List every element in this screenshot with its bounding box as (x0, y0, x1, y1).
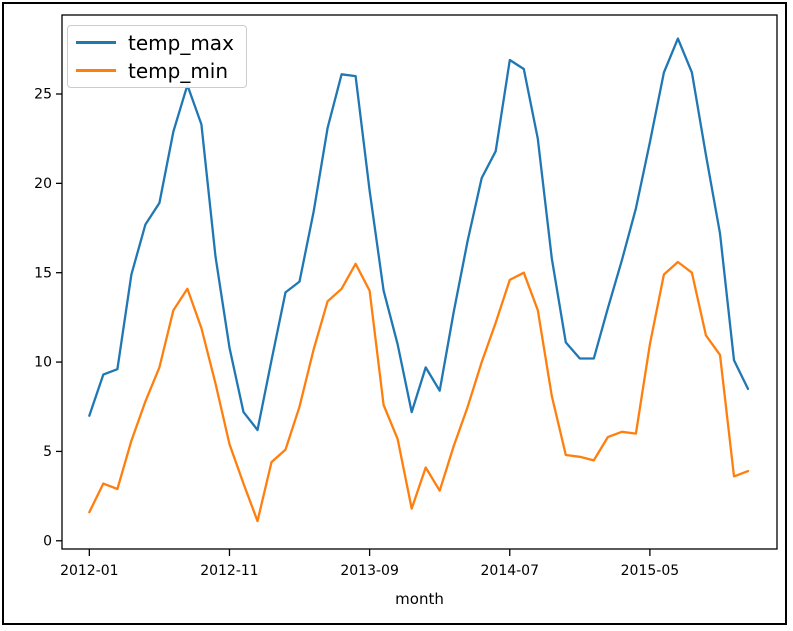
temp-min-legend-line (76, 69, 116, 72)
y-tick-label: 10 (34, 355, 52, 371)
y-tick-label: 0 (43, 533, 52, 549)
x-tick-label: 2013-09 (340, 563, 399, 579)
legend: temp_max temp_min (67, 25, 247, 88)
y-tick-label: 20 (34, 176, 52, 192)
y-tick-label: 5 (43, 444, 52, 460)
x-tick-label: 2015-05 (621, 563, 680, 579)
temp-min-legend-label: temp_min (128, 58, 229, 83)
legend-row-temp-min: temp_min (76, 58, 238, 83)
temp-min-line (88, 260, 750, 523)
axes-frame (61, 14, 778, 550)
x-tick-label: 2012-01 (60, 563, 119, 579)
y-tick-label: 25 (34, 87, 52, 103)
legend-row-temp-max: temp_max (76, 30, 238, 55)
x-tick-label: 2012-11 (200, 563, 259, 579)
temp-max-line (88, 37, 750, 432)
x-tick-label: 2014-07 (481, 563, 540, 579)
y-tick-label: 15 (34, 265, 52, 281)
temp-max-legend-label: temp_max (128, 30, 234, 55)
temp-max-legend-line (76, 41, 116, 44)
x-axis-label: month (395, 590, 444, 608)
